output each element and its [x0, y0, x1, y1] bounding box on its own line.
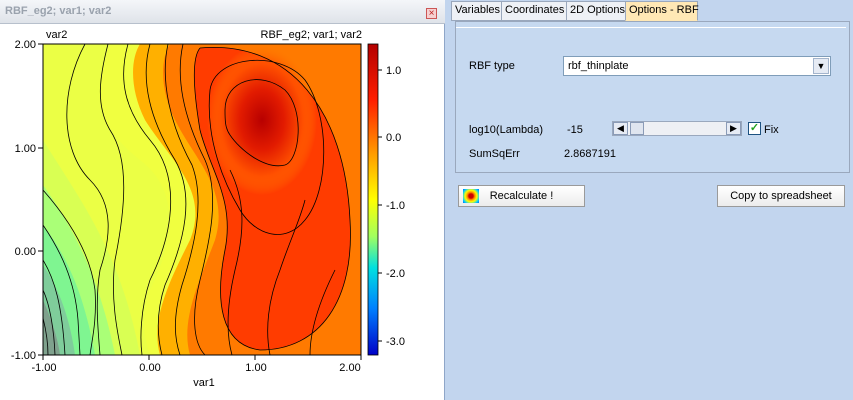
x-tick-label: 2.00: [339, 362, 360, 374]
check-icon: ✓: [749, 122, 760, 134]
rbf-type-value: rbf_thinplate: [568, 60, 629, 72]
x-axis-ticks: [38, 43, 362, 360]
colorbar-tick-label: -2.0: [386, 268, 405, 280]
y-tick-label: 0.00: [15, 246, 36, 258]
y-tick-label: -1.00: [11, 350, 36, 362]
recalculate-button[interactable]: Recalculate !: [458, 185, 585, 207]
plot-window-title: RBF_eg2; var1; var2: [5, 5, 112, 17]
colorbar-tick-label: 1.0: [386, 65, 401, 77]
plot-frame: [42, 43, 362, 356]
lambda-label: log10(Lambda): [469, 124, 543, 136]
contour-map-icon: [463, 189, 479, 203]
plot-title: RBF_eg2; var1; var2: [260, 29, 363, 41]
plot-titlebar: RBF_eg2; var1; var2 ×: [0, 0, 445, 24]
scrollbar-thumb[interactable]: [630, 122, 644, 135]
recalculate-label: Recalculate !: [489, 190, 554, 202]
x-axis-label: var1: [193, 377, 214, 389]
lambda-scrollbar[interactable]: ◀ ▶: [612, 121, 742, 136]
tab-2d-options[interactable]: 2D Options: [566, 1, 626, 21]
plot-y-variable-label: var2: [46, 29, 68, 41]
panel-divider: [456, 27, 846, 28]
colorbar-tick-label: 0.0: [386, 132, 401, 144]
plot-window: RBF_eg2; var1; var2 × var2 RBF_eg2; var1…: [0, 0, 445, 400]
sumsqerr-value: 2.8687191: [564, 148, 616, 160]
lambda-value: -15: [567, 124, 583, 136]
colorbar-tick-label: -1.0: [386, 200, 405, 212]
x-tick-label: -1.00: [31, 362, 56, 374]
colorbar-tick-label: -3.0: [386, 336, 405, 348]
y-tick-label: 1.00: [15, 143, 36, 155]
tab-variables[interactable]: Variables: [451, 1, 502, 21]
x-tick-label: 1.00: [245, 362, 266, 374]
contour-field: [43, 44, 361, 355]
fix-checkbox[interactable]: ✓: [748, 122, 761, 135]
tab-options-rbf[interactable]: Options - RBF: [625, 1, 699, 21]
copy-to-spreadsheet-button[interactable]: Copy to spreadsheet: [717, 185, 845, 207]
rbf-type-label: RBF type: [469, 60, 515, 72]
x-tick-label: 0.00: [139, 362, 160, 374]
close-icon[interactable]: ×: [426, 8, 437, 19]
tab-coordinates[interactable]: Coordinates: [501, 1, 567, 21]
fix-label: Fix: [764, 124, 779, 136]
sumsqerr-label: SumSqErr: [469, 148, 520, 160]
chevron-right-icon[interactable]: ▶: [726, 122, 741, 135]
chevron-down-icon[interactable]: ▼: [813, 58, 829, 74]
chevron-left-icon[interactable]: ◀: [613, 122, 628, 135]
rbf-type-select[interactable]: rbf_thinplate ▼: [563, 56, 831, 76]
options-panel: [455, 21, 850, 173]
y-tick-label: 2.00: [15, 39, 36, 51]
colorbar: [367, 43, 379, 356]
contour-plot[interactable]: -1.00 0.00 1.00 2.00 var1 2.00 1.00 0.00…: [0, 0, 445, 400]
colorbar-ticks: [378, 69, 382, 342]
